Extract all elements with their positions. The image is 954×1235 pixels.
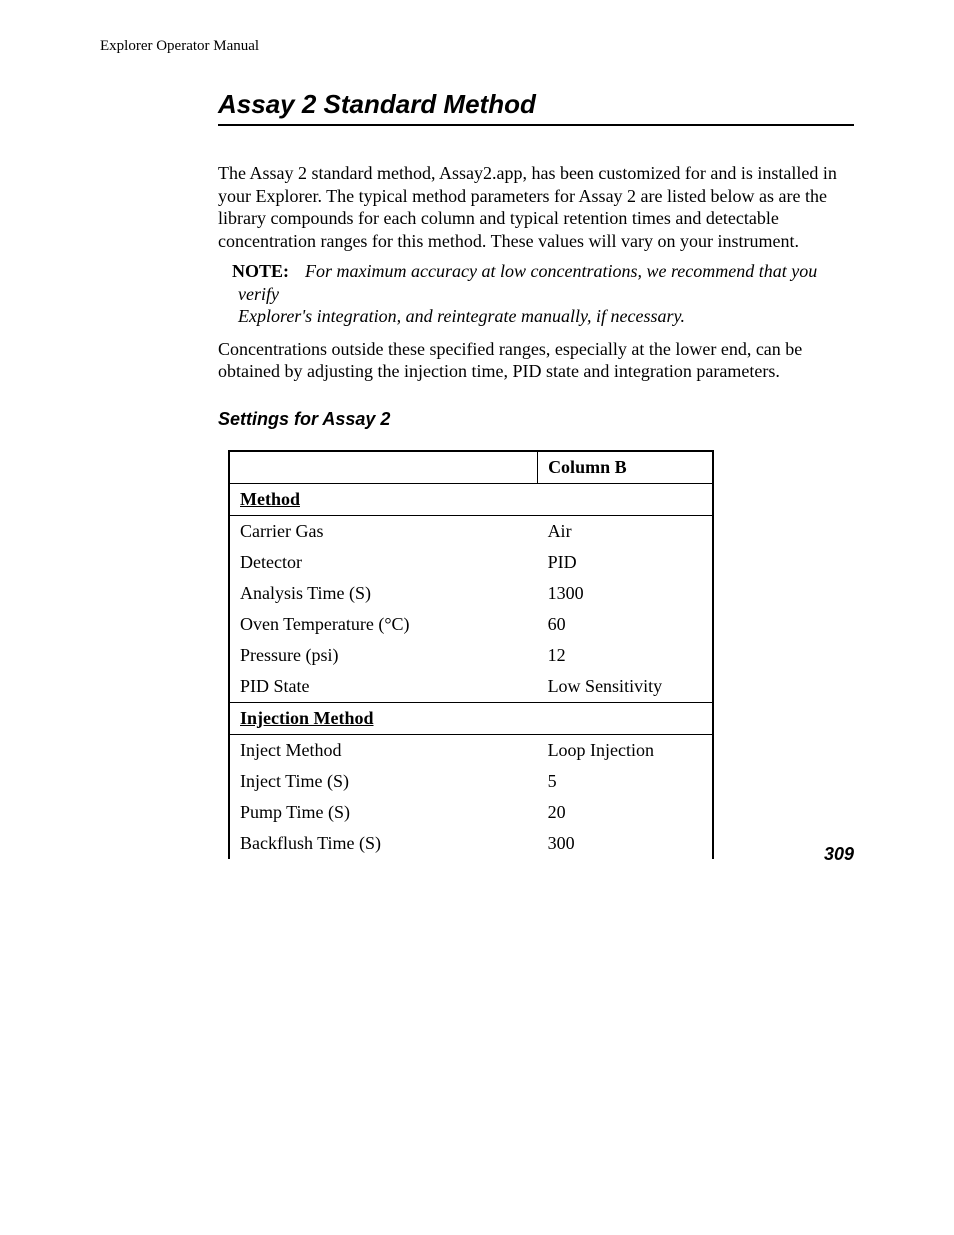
table-section-method: Method [229, 483, 713, 515]
intro-block: The Assay 2 standard method, Assay2.app,… [218, 162, 854, 252]
table-row: Backflush Time (S) 300 [229, 828, 713, 859]
param-value: Low Sensitivity [538, 671, 713, 703]
param-label: Detector [229, 547, 538, 578]
param-label: Pump Time (S) [229, 797, 538, 828]
param-value: 1300 [538, 578, 713, 609]
note-line-1: For maximum accuracy at low concentratio… [238, 261, 817, 304]
param-label: Inject Time (S) [229, 766, 538, 797]
table-row: Inject Method Loop Injection [229, 734, 713, 766]
table-row: Pump Time (S) 20 [229, 797, 713, 828]
param-value: Loop Injection [538, 734, 713, 766]
table-row: Detector PID [229, 547, 713, 578]
running-header: Explorer Operator Manual [100, 38, 854, 55]
note-line-2: Explorer's integration, and reintegrate … [238, 306, 685, 326]
param-label: Pressure (psi) [229, 640, 538, 671]
section-label-injection: Injection Method [229, 702, 713, 734]
param-label: Carrier Gas [229, 515, 538, 547]
table-row: Inject Time (S) 5 [229, 766, 713, 797]
intro-paragraph: The Assay 2 standard method, Assay2.app,… [218, 162, 854, 252]
param-value: PID [538, 547, 713, 578]
table-row: PID State Low Sensitivity [229, 671, 713, 703]
table-row: Analysis Time (S) 1300 [229, 578, 713, 609]
table-row: Carrier Gas Air [229, 515, 713, 547]
param-value: 5 [538, 766, 713, 797]
param-label: Oven Temperature (°C) [229, 609, 538, 640]
after-note-block: Concentrations outside these specified r… [218, 338, 854, 383]
table-header-empty [229, 451, 538, 484]
note-block: NOTE: For maximum accuracy at low concen… [100, 260, 854, 328]
param-value: 60 [538, 609, 713, 640]
settings-subheading: Settings for Assay 2 [218, 409, 854, 430]
param-label: PID State [229, 671, 538, 703]
param-value: 12 [538, 640, 713, 671]
after-note-paragraph: Concentrations outside these specified r… [218, 338, 854, 383]
table-section-injection: Injection Method [229, 702, 713, 734]
section-label-method: Method [229, 483, 713, 515]
note-label: NOTE: [232, 261, 289, 281]
param-value: 20 [538, 797, 713, 828]
table-row: Pressure (psi) 12 [229, 640, 713, 671]
param-label: Analysis Time (S) [229, 578, 538, 609]
page-number: 309 [824, 844, 854, 865]
param-label: Inject Method [229, 734, 538, 766]
table-header-row: Column B [229, 451, 713, 484]
settings-table: Column B Method Carrier Gas Air Detector… [228, 450, 714, 859]
param-value: 300 [538, 828, 713, 859]
table-row: Oven Temperature (°C) 60 [229, 609, 713, 640]
param-label: Backflush Time (S) [229, 828, 538, 859]
page-title: Assay 2 Standard Method [218, 89, 854, 126]
table-column-b-header: Column B [538, 451, 713, 484]
param-value: Air [538, 515, 713, 547]
